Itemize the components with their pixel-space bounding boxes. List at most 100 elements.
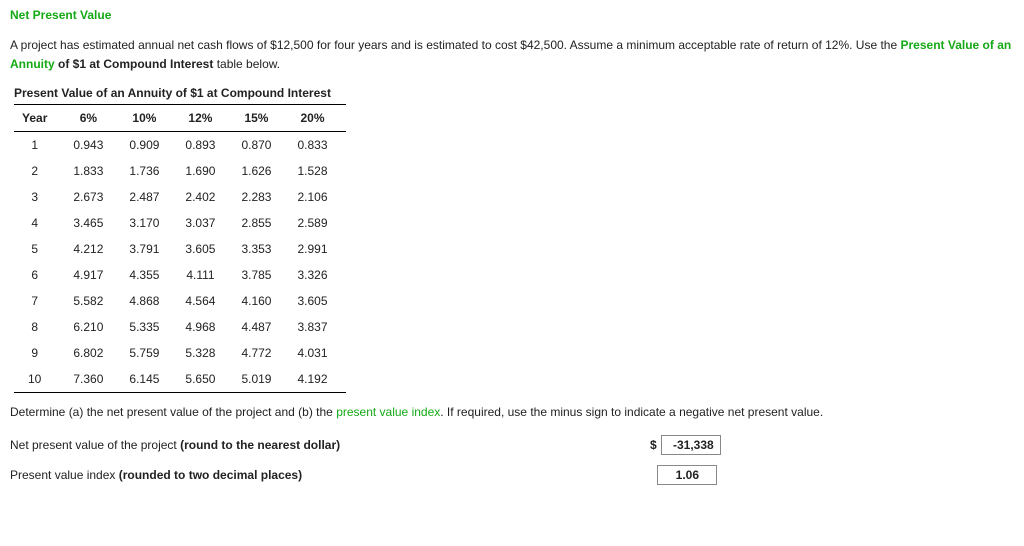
pvi-label-bold: (rounded to two decimal places) — [119, 468, 302, 482]
table-cell: 4.917 — [65, 262, 121, 288]
table-cell: 5.335 — [121, 314, 177, 340]
table-row: 75.5824.8684.5644.1603.605 — [14, 288, 346, 314]
table-cell: 6.210 — [65, 314, 121, 340]
table-header-cell: 6% — [65, 105, 121, 132]
table-row: 96.8025.7595.3284.7724.031 — [14, 340, 346, 366]
table-cell: 5.582 — [65, 288, 121, 314]
page-title: Net Present Value — [10, 8, 1014, 22]
instruction-pre: Determine (a) the net present value of t… — [10, 405, 336, 419]
table-cell: 4.111 — [177, 262, 233, 288]
pvi-row: Present value index (rounded to two deci… — [10, 465, 1014, 485]
table-cell: 5.019 — [233, 366, 289, 393]
table-cell: 2.106 — [289, 184, 345, 210]
table-cell: 6.802 — [65, 340, 121, 366]
table-cell: 2.487 — [121, 184, 177, 210]
table-cell: 3.170 — [121, 210, 177, 236]
table-cell: 1 — [14, 132, 65, 159]
table-cell: 3.785 — [233, 262, 289, 288]
npv-value-box[interactable]: -31,338 — [661, 435, 721, 455]
table-cell: 7 — [14, 288, 65, 314]
pvi-label: Present value index (rounded to two deci… — [10, 468, 650, 482]
table-cell: 0.909 — [121, 132, 177, 159]
table-cell: 4.564 — [177, 288, 233, 314]
dollar-sign: $ — [650, 438, 657, 452]
table-row: 107.3606.1455.6505.0194.192 — [14, 366, 346, 393]
table-cell: 5.328 — [177, 340, 233, 366]
instruction-post: . If required, use the minus sign to ind… — [440, 405, 823, 419]
table-cell: 1.736 — [121, 158, 177, 184]
table-cell: 4 — [14, 210, 65, 236]
table-cell: 4.355 — [121, 262, 177, 288]
table-cell: 10 — [14, 366, 65, 393]
npv-label-pre: Net present value of the project — [10, 438, 180, 452]
table-cell: 3.037 — [177, 210, 233, 236]
annuity-table: Year6%10%12%15%20% 10.9430.9090.8930.870… — [14, 104, 346, 393]
table-cell: 3.605 — [177, 236, 233, 262]
table-cell: 4.487 — [233, 314, 289, 340]
table-cell: 2.991 — [289, 236, 345, 262]
pvi-label-pre: Present value index — [10, 468, 119, 482]
table-cell: 0.893 — [177, 132, 233, 159]
table-cell: 3.353 — [233, 236, 289, 262]
table-cell: 4.772 — [233, 340, 289, 366]
table-cell: 3.791 — [121, 236, 177, 262]
table-row: 32.6732.4872.4022.2832.106 — [14, 184, 346, 210]
table-cell: 4.192 — [289, 366, 345, 393]
table-header-cell: 10% — [121, 105, 177, 132]
table-cell: 4.868 — [121, 288, 177, 314]
table-cell: 2.402 — [177, 184, 233, 210]
table-row: 10.9430.9090.8930.8700.833 — [14, 132, 346, 159]
table-cell: 2.855 — [233, 210, 289, 236]
table-cell: 0.943 — [65, 132, 121, 159]
prompt-bold-tail: of $1 at Compound Interest — [55, 57, 214, 71]
npv-row: Net present value of the project (round … — [10, 435, 1014, 455]
table-cell: 6.145 — [121, 366, 177, 393]
table-cell: 0.870 — [233, 132, 289, 159]
problem-statement: A project has estimated annual net cash … — [10, 36, 1014, 74]
table-row: 54.2123.7913.6053.3532.991 — [14, 236, 346, 262]
table-cell: 1.528 — [289, 158, 345, 184]
table-cell: 8 — [14, 314, 65, 340]
table-cell: 0.833 — [289, 132, 345, 159]
table-cell: 3.326 — [289, 262, 345, 288]
pvi-value-box[interactable]: 1.06 — [657, 465, 717, 485]
table-cell: 1.833 — [65, 158, 121, 184]
table-row: 64.9174.3554.1113.7853.326 — [14, 262, 346, 288]
table-cell: 4.212 — [65, 236, 121, 262]
npv-label: Net present value of the project (round … — [10, 438, 650, 452]
table-cell: 9 — [14, 340, 65, 366]
table-cell: 3 — [14, 184, 65, 210]
table-cell: 4.031 — [289, 340, 345, 366]
table-cell: 1.626 — [233, 158, 289, 184]
instruction-text: Determine (a) the net present value of t… — [10, 403, 1014, 421]
table-row: 43.4653.1703.0372.8552.589 — [14, 210, 346, 236]
table-cell: 7.360 — [65, 366, 121, 393]
table-row: 86.2105.3354.9684.4873.837 — [14, 314, 346, 340]
table-cell: 4.160 — [233, 288, 289, 314]
table-header-cell: 20% — [289, 105, 345, 132]
table-cell: 5 — [14, 236, 65, 262]
table-cell: 2.589 — [289, 210, 345, 236]
npv-label-bold: (round to the nearest dollar) — [180, 438, 340, 452]
table-cell: 3.837 — [289, 314, 345, 340]
table-cell: 5.650 — [177, 366, 233, 393]
pv-index-link[interactable]: present value index — [336, 405, 440, 419]
prompt-text-1: A project has estimated annual net cash … — [10, 38, 901, 52]
table-title: Present Value of an Annuity of $1 at Com… — [14, 86, 1014, 100]
table-cell: 2.673 — [65, 184, 121, 210]
table-header-cell: 15% — [233, 105, 289, 132]
table-row: 21.8331.7361.6901.6261.528 — [14, 158, 346, 184]
table-cell: 1.690 — [177, 158, 233, 184]
table-cell: 6 — [14, 262, 65, 288]
table-cell: 2.283 — [233, 184, 289, 210]
table-header-cell: Year — [14, 105, 65, 132]
table-cell: 2 — [14, 158, 65, 184]
table-cell: 5.759 — [121, 340, 177, 366]
spacer — [650, 468, 653, 482]
table-cell: 3.465 — [65, 210, 121, 236]
table-cell: 3.605 — [289, 288, 345, 314]
prompt-tail: table below. — [213, 57, 280, 71]
table-header-row: Year6%10%12%15%20% — [14, 105, 346, 132]
table-cell: 4.968 — [177, 314, 233, 340]
table-header-cell: 12% — [177, 105, 233, 132]
